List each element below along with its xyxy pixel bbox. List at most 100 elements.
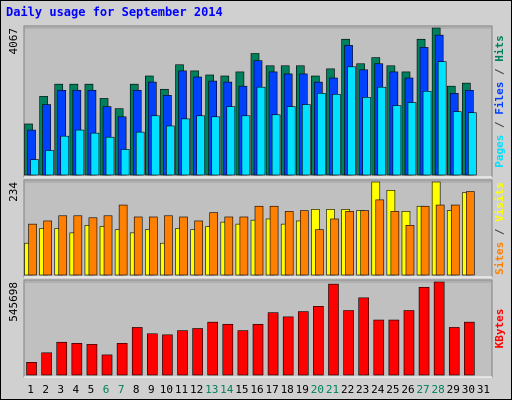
bar [332, 94, 341, 176]
bar [86, 344, 98, 376]
x-tick-label: 23 [356, 383, 369, 396]
x-tick-label: 19 [296, 383, 309, 396]
bar [135, 131, 145, 176]
bar [282, 316, 294, 376]
x-tick-label: 27 [416, 383, 429, 396]
bar [118, 204, 128, 276]
bar [192, 328, 203, 376]
bar [151, 115, 160, 176]
bar [390, 211, 400, 276]
bar [362, 97, 371, 176]
bar [313, 306, 324, 376]
x-tick-label: 29 [447, 383, 460, 396]
bar [181, 118, 190, 176]
bar [360, 210, 369, 276]
y-tick-label: 4067 [7, 28, 20, 55]
bar [196, 115, 205, 176]
bar [301, 104, 311, 176]
bar [209, 212, 219, 276]
bar [116, 342, 128, 376]
x-tick-label: 30 [462, 383, 475, 396]
bar [90, 132, 100, 176]
bar [120, 149, 130, 176]
bar [286, 106, 296, 176]
bar [101, 354, 113, 376]
bar [133, 216, 143, 276]
x-tick-label: 4 [73, 383, 80, 396]
bar [105, 136, 115, 176]
x-tick-label: 7 [118, 383, 125, 396]
bar [207, 321, 219, 376]
bar [254, 205, 264, 276]
bar [30, 159, 39, 176]
x-tick-label: 15 [235, 383, 248, 396]
bar [26, 362, 37, 376]
bar [149, 216, 158, 276]
x-tick-label: 2 [42, 383, 49, 396]
chart-title: Daily usage for September 2014 [6, 5, 223, 19]
bar [226, 106, 236, 176]
bar [162, 334, 173, 376]
bar [347, 66, 356, 176]
bar [256, 86, 266, 176]
bar [211, 116, 221, 176]
bar [271, 114, 281, 176]
x-tick-label: 1 [27, 383, 34, 396]
bar [343, 310, 354, 376]
bar [375, 199, 385, 276]
bar [403, 310, 415, 376]
bar [422, 90, 432, 176]
bar [448, 327, 460, 376]
bar [330, 218, 339, 276]
bar [437, 61, 447, 176]
x-tick-label: 14 [220, 383, 234, 396]
x-tick-label: 28 [432, 383, 445, 396]
bar [147, 333, 158, 376]
bar [317, 93, 326, 176]
bar [405, 225, 415, 276]
legend: KBytes [493, 309, 506, 349]
bar [241, 115, 251, 176]
bar [252, 323, 264, 376]
bar [131, 327, 143, 376]
legend-entry: Sites [493, 242, 506, 275]
legend: Pages / Files / Hits [493, 35, 506, 168]
bar [103, 215, 113, 276]
bar [41, 352, 52, 376]
x-tick-label: 20 [311, 383, 324, 396]
x-tick-label: 8 [133, 383, 140, 396]
x-tick-label: 24 [371, 383, 385, 396]
bar [194, 220, 203, 276]
x-tick-label: 16 [250, 383, 263, 396]
x-tick-label: 11 [175, 383, 188, 396]
bar [58, 215, 68, 276]
x-tick-label: 3 [57, 383, 64, 396]
bar [373, 319, 385, 376]
bar [418, 286, 430, 376]
bar [464, 321, 475, 376]
legend-entry: Pages [493, 135, 506, 168]
bar [177, 330, 188, 376]
bar [450, 204, 460, 276]
legend-entry: Files [493, 82, 506, 115]
bar [392, 105, 402, 176]
x-tick-label: 17 [265, 383, 278, 396]
bar [56, 341, 68, 376]
bar [358, 297, 369, 376]
bar [388, 319, 400, 376]
bar [345, 211, 354, 276]
x-tick-label: 10 [160, 383, 173, 396]
x-tick-label: 12 [190, 383, 203, 396]
bar [433, 281, 445, 376]
bar [179, 216, 188, 276]
bar [297, 311, 309, 376]
legend-separator: / [493, 62, 506, 82]
bar [407, 102, 417, 176]
bar [222, 323, 234, 376]
x-tick-label: 21 [326, 383, 339, 396]
legend-entry: Hits [493, 35, 506, 62]
bar [452, 111, 462, 176]
bar [420, 205, 430, 276]
bar [315, 229, 324, 276]
bar [269, 205, 279, 276]
